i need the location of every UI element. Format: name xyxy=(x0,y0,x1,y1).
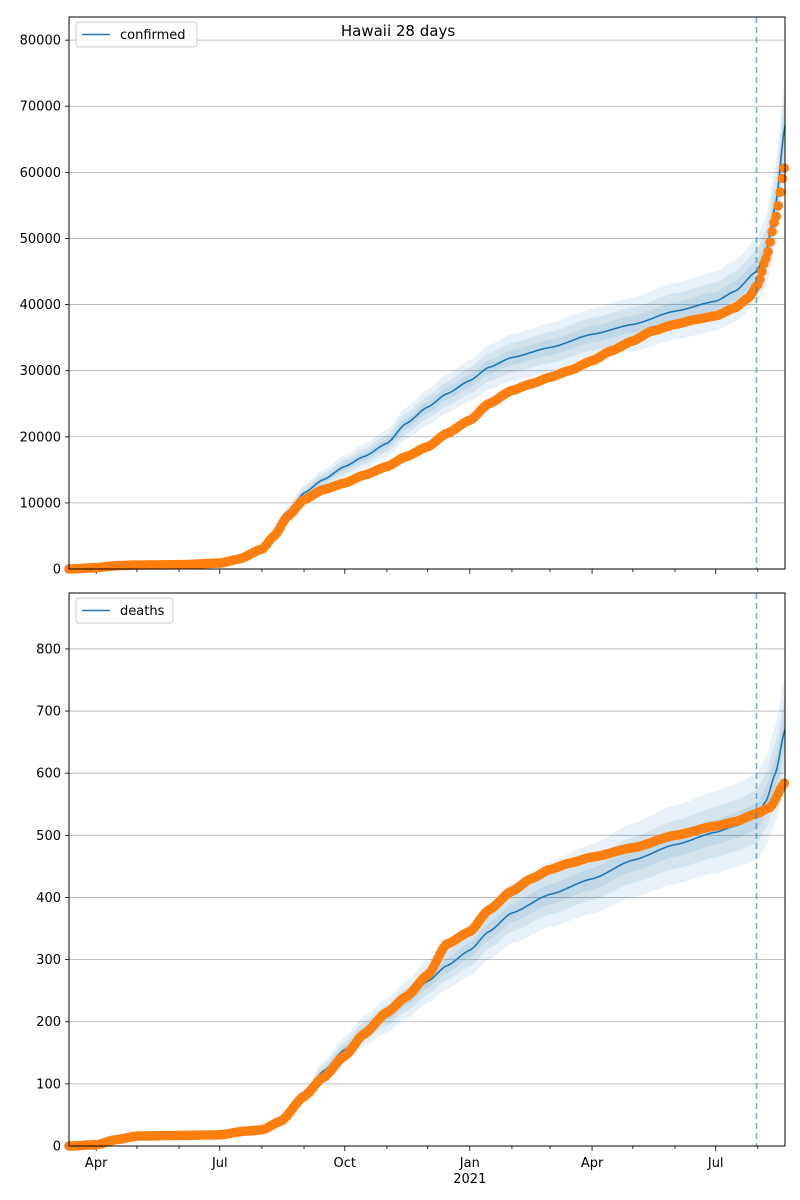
legend-label: deaths xyxy=(120,604,165,619)
confirmed-panel: 0 10000 20000 30000 40000 50000 60000 70000 8000… xyxy=(20,16,790,578)
x-tick-label: Apr xyxy=(581,1156,604,1171)
y-tick-label: 10000 xyxy=(20,496,61,511)
observed-point xyxy=(765,237,775,247)
axes-frame xyxy=(68,16,786,570)
y-tick-label: 800 xyxy=(36,642,61,657)
legend-box xyxy=(75,597,174,624)
observed-point xyxy=(777,173,788,184)
y-tick-label: 500 xyxy=(36,829,61,844)
y-tick-label: 100 xyxy=(36,1077,61,1092)
x-tick-label: Jul xyxy=(707,1156,724,1171)
x-tick-label: Oct xyxy=(334,1156,356,1171)
y-tick-label: 700 xyxy=(36,705,61,720)
deaths-panel: 0 100 200 300 400 500 600 700 800 deaths Apr Jul Oct… xyxy=(36,592,790,1187)
observed-point xyxy=(757,266,767,277)
x-tick-label: Jul xyxy=(211,1156,228,1171)
y-tick-label: 300 xyxy=(36,953,61,968)
observed-point xyxy=(779,163,790,173)
legend-label: confirmed xyxy=(120,28,186,43)
y-tick-label: 70000 xyxy=(20,100,61,115)
observed-point xyxy=(755,274,765,285)
observed-point xyxy=(767,226,777,237)
axes-frame xyxy=(68,592,786,1147)
observed-point xyxy=(779,778,790,788)
observed-point xyxy=(763,246,773,257)
uncertainty-band-3 xyxy=(69,77,785,570)
figure-title: Hawaii 28 days xyxy=(341,22,455,40)
y-tick-label: 80000 xyxy=(20,34,61,49)
y-tick-label: 20000 xyxy=(20,430,61,445)
x-tick-year-label: 2021 xyxy=(453,1172,486,1187)
observed-point xyxy=(773,201,783,211)
y-tick-label: 0 xyxy=(53,1140,61,1155)
observed-point xyxy=(775,187,785,197)
y-tick-label: 60000 xyxy=(20,166,61,181)
y-tick-label: 30000 xyxy=(20,364,61,379)
y-tick-label: 400 xyxy=(36,891,61,906)
y-tick-label: 40000 xyxy=(20,298,61,313)
observed-point xyxy=(771,211,781,222)
y-tick-label: 200 xyxy=(36,1015,61,1030)
y-tick-label: 50000 xyxy=(20,232,61,247)
x-tick-label: Apr xyxy=(85,1156,108,1171)
y-tick-label: 0 xyxy=(53,563,61,578)
legend-box xyxy=(75,21,198,48)
y-tick-label: 600 xyxy=(36,767,61,782)
x-tick-label: Jan xyxy=(459,1156,480,1171)
